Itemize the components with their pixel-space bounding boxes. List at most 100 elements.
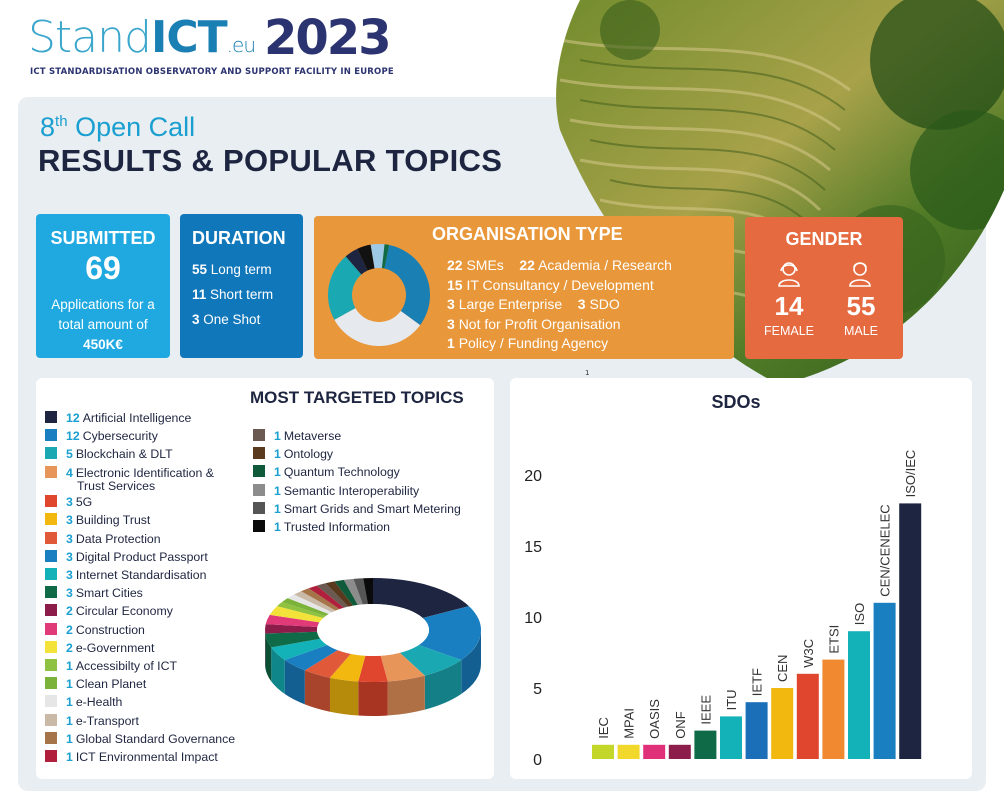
topic-donut-slice (316, 583, 349, 608)
topic-donut-slice (277, 601, 326, 619)
topic-count: 3 (66, 586, 73, 601)
bar-label: ITU (724, 689, 739, 710)
legend-swatch (253, 429, 265, 441)
topics-heading: MOST TARGETED TOPICS (250, 388, 464, 407)
org-donut-slice (370, 244, 385, 269)
topic-label: e-Health (75, 695, 123, 710)
topic-legend-item: 1 Semantic Interoperability (253, 483, 419, 498)
bar-label: ETSI (826, 625, 841, 654)
org-row: 15 IT Consultancy / Development (447, 276, 654, 293)
bar-label: CEN/CENELEC (878, 504, 893, 596)
submitted-line1: Applications for a (51, 297, 155, 312)
submitted-amount: 450K€ (83, 337, 123, 352)
topic-legend-item: 1 Global Standard Governance (45, 731, 235, 746)
legend-swatch (45, 531, 57, 544)
topic-donut-wall (284, 659, 305, 705)
legend-swatch (45, 640, 57, 653)
organisation-heading: ORGANISATION TYPE (432, 224, 623, 244)
page-title: RESULTS & POPULAR TOPICS (38, 143, 503, 178)
topic-donut-slice (380, 652, 425, 682)
topic-label: Electronic Identification & (75, 465, 214, 480)
call-suffix: th (55, 113, 68, 130)
topic-count: 3 (66, 549, 73, 564)
bar-label: ONF (673, 711, 688, 739)
legend-swatch (253, 501, 265, 514)
legend-swatch (253, 447, 265, 460)
topic-legend-item: 3 Building Trust (45, 513, 150, 527)
legend-swatch (45, 567, 57, 580)
topic-count: 1 (274, 447, 281, 462)
topic-label: e-Government (75, 640, 155, 655)
organisation-donut (328, 244, 430, 346)
sdo-bar-chart: SDOs 0 5 10 15 20 IEC MPAI OASIS ONF IEEE ITU IETF… (524, 392, 922, 769)
topic-legend-item: 1 Clean Planet (45, 677, 146, 691)
duration-item: 3 One Shot (192, 312, 261, 327)
topic-legend-item: 1 Trusted Information (253, 520, 390, 534)
topic-label: Artificial Intelligence (82, 411, 192, 425)
bar-label: W3C (801, 639, 816, 668)
legend-swatch (253, 465, 265, 478)
y-tick-label: 10 (524, 610, 542, 627)
topic-donut-wall (358, 681, 388, 716)
logo: StandICT.eu (28, 12, 256, 63)
topic-count: 3 (66, 531, 73, 546)
bar-iso-iec (899, 503, 922, 759)
gender-heading: GENDER (785, 229, 863, 249)
bar-label: ISO (852, 603, 867, 625)
call-ordinal: 8 (40, 112, 56, 142)
bar-cen (771, 688, 794, 759)
org-donut-slice (384, 245, 430, 326)
topic-count: 1 (66, 731, 73, 746)
topic-legend-item: 1 Ontology (253, 447, 333, 461)
legend-swatch (45, 513, 57, 526)
topic-legend-item: 1 Quantum Technology (253, 465, 400, 479)
bar-onf (668, 744, 691, 759)
topic-label: Clean Planet (75, 677, 147, 692)
topic-count: 2 (66, 640, 73, 655)
topic-count: 1 (66, 677, 73, 692)
female-icon (778, 262, 800, 287)
topic-count: 1 (66, 749, 73, 764)
topic-donut-wall (304, 670, 330, 712)
bar-ieee (694, 730, 717, 759)
rice-terrace-photo (520, 0, 1004, 385)
org-row: 3 Large Enterprise 3 SDO (447, 296, 620, 312)
topic-legend-item: 12 Artificial Intelligence (45, 411, 191, 425)
topic-donut-slice (265, 614, 320, 628)
legend-swatch (45, 495, 57, 508)
legend-swatch (45, 447, 57, 460)
topic-label: Data Protection (75, 531, 161, 546)
org-donut-slice (345, 248, 368, 275)
topic-legend-item: 1 Accessibilty of ICT (45, 658, 177, 673)
legend-swatch (45, 465, 57, 478)
topic-donut-slice (363, 578, 373, 605)
topic-label: Trusted Information (283, 520, 391, 534)
topic-donut-wall (424, 659, 462, 710)
duration-item: 55 Long term (192, 262, 272, 277)
bar-label: ISO/IEC (903, 450, 918, 498)
duration-heading: DURATION (192, 228, 286, 248)
topic-legend-item: 1 e-Health (45, 695, 122, 709)
topic-count: 1 (274, 465, 281, 480)
bar-label: OASIS (647, 699, 662, 739)
topic-count: 3 (66, 513, 73, 528)
y-tick-label: 5 (533, 681, 542, 698)
topic-label: Building Trust (75, 513, 151, 528)
topic-legend-item: 1 ICT Environmental Impact (45, 749, 218, 764)
topic-count: 1 (66, 658, 73, 673)
topic-count: 1 (274, 501, 281, 516)
y-tick-label: 0 (533, 752, 542, 769)
legend-swatch (45, 749, 57, 762)
topic-count: 5 (66, 447, 73, 462)
topic-donut-slice (399, 644, 462, 676)
male-icon (849, 262, 871, 287)
topic-donut-wall (329, 677, 359, 716)
topic-legend-item: 12 Cybersecurity (45, 429, 158, 443)
topic-label: Construction (75, 622, 145, 637)
topic-legend-item: 5 Blockchain & DLT (45, 447, 173, 461)
org-row: 22 SMEs 22 Academia / Research (447, 257, 672, 273)
bar-label: MPAI (622, 708, 637, 739)
bar-etsi (822, 659, 845, 759)
topic-label: Smart Cities (75, 586, 143, 601)
topic-donut-wall (461, 630, 481, 694)
